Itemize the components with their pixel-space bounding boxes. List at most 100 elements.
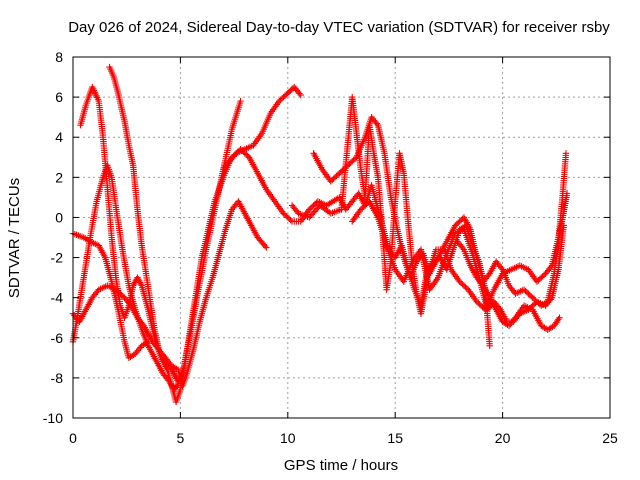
data-point	[202, 276, 216, 301]
y-tick-label: 0	[55, 209, 63, 225]
data-point	[555, 224, 567, 273]
data-point	[473, 298, 488, 312]
x-tick-label: 15	[387, 430, 403, 446]
data-point	[394, 226, 407, 259]
data-point	[447, 266, 462, 284]
y-tick-label: 2	[55, 169, 63, 185]
data-point	[127, 302, 140, 320]
data-point	[258, 111, 273, 137]
data-point	[556, 314, 563, 321]
data-point	[190, 320, 203, 354]
data-point	[434, 252, 450, 281]
data-point	[342, 199, 355, 213]
grid-layer	[73, 57, 610, 418]
data-point	[465, 286, 479, 304]
data-point	[280, 210, 294, 224]
data-point	[134, 206, 145, 247]
data-point	[344, 155, 359, 169]
data-point	[443, 232, 458, 257]
series-track-e	[69, 198, 270, 390]
data-point	[106, 63, 117, 79]
data-point	[77, 103, 89, 129]
chart-title: Day 026 of 2024, Sidereal Day-to-day VTE…	[68, 19, 610, 36]
data-point	[147, 298, 158, 331]
data-point	[99, 134, 111, 189]
data-point	[404, 218, 416, 267]
series-track-i	[349, 198, 568, 325]
data-point	[417, 246, 433, 291]
data-point	[245, 154, 260, 175]
data-point	[254, 170, 269, 191]
data-point	[327, 171, 342, 185]
data-point	[400, 260, 415, 285]
data-point	[544, 323, 556, 333]
data-point	[499, 266, 512, 287]
data-point	[95, 242, 108, 260]
data-point	[138, 282, 151, 311]
data-point	[104, 184, 115, 239]
data-point	[142, 270, 154, 303]
data-point	[89, 288, 101, 301]
data-point	[185, 296, 199, 341]
x-tick-label: 0	[69, 430, 77, 446]
data-point	[516, 262, 530, 272]
data-point	[499, 318, 511, 328]
data-point	[374, 121, 388, 155]
data-point	[140, 322, 155, 344]
data-point	[434, 240, 449, 261]
data-point	[138, 242, 149, 275]
data-point	[467, 262, 480, 280]
data-point	[76, 308, 89, 325]
data-point	[492, 258, 505, 272]
data-point	[235, 198, 248, 215]
data-point	[381, 150, 394, 199]
data-point	[550, 316, 562, 329]
data-point	[209, 252, 222, 281]
data-point	[460, 226, 476, 255]
data-point	[368, 182, 381, 211]
data-point	[291, 83, 303, 97]
data-point	[473, 274, 486, 288]
data-point	[144, 342, 160, 364]
data-point	[172, 388, 183, 406]
data-point	[119, 246, 132, 287]
data-point	[86, 200, 100, 241]
y-tick-label: -6	[51, 330, 64, 346]
data-point	[323, 199, 335, 209]
data-point	[267, 99, 282, 117]
data-point	[134, 314, 146, 328]
data-point	[505, 316, 518, 329]
data-point	[548, 268, 562, 301]
data-point	[533, 298, 548, 309]
x-tick-label: 25	[602, 430, 618, 446]
data-point	[520, 286, 535, 300]
data-point	[507, 263, 522, 273]
y-tick-label: 8	[55, 49, 63, 65]
data-point	[220, 155, 234, 173]
data-point	[125, 351, 137, 362]
x-axis-label: GPS time / hours	[284, 457, 398, 474]
y-tick-label: -8	[51, 370, 64, 386]
data-point	[512, 304, 527, 321]
data-point	[400, 170, 412, 223]
data-point	[533, 271, 548, 285]
data-point	[460, 246, 473, 267]
data-point	[183, 348, 196, 378]
data-point	[254, 234, 269, 250]
y-tick-label: 6	[55, 89, 63, 105]
data-point	[237, 97, 244, 105]
data-point	[241, 142, 255, 153]
y-tick-label: -4	[51, 290, 64, 306]
data-point	[473, 254, 486, 283]
data-point	[456, 278, 470, 292]
data-point	[329, 195, 341, 205]
data-point	[555, 192, 566, 245]
data-point	[104, 282, 118, 293]
data-point	[560, 222, 568, 229]
data-point	[263, 244, 270, 251]
data-point	[295, 210, 311, 220]
data-point	[562, 150, 570, 157]
data-point	[132, 344, 144, 358]
data-point	[417, 276, 431, 317]
